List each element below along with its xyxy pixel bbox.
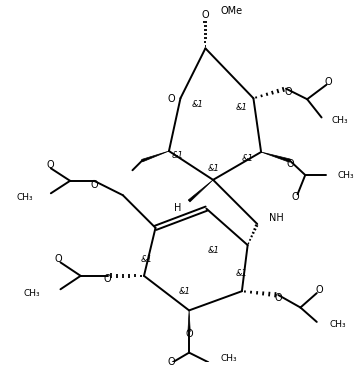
Text: &1: &1: [236, 269, 248, 278]
Polygon shape: [261, 152, 290, 162]
Text: CH₃: CH₃: [17, 193, 34, 202]
Polygon shape: [188, 180, 213, 202]
Polygon shape: [188, 310, 190, 331]
Text: &1: &1: [207, 164, 219, 173]
Polygon shape: [142, 151, 169, 162]
Text: O: O: [284, 87, 292, 97]
Text: H: H: [174, 203, 181, 213]
Text: NH: NH: [269, 213, 284, 223]
Text: CH₃: CH₃: [221, 354, 238, 363]
Text: &1: &1: [207, 246, 219, 256]
Text: O: O: [325, 77, 332, 87]
Text: O: O: [167, 94, 175, 104]
Text: O: O: [292, 192, 299, 202]
Text: O: O: [104, 274, 111, 284]
Text: O: O: [55, 254, 62, 263]
Text: CH₃: CH₃: [331, 116, 348, 125]
Text: CH₃: CH₃: [338, 170, 354, 180]
Text: &1: &1: [172, 151, 183, 160]
Text: O: O: [286, 158, 294, 169]
Text: OMe: OMe: [221, 6, 243, 16]
Text: O: O: [316, 285, 324, 295]
Text: O: O: [185, 329, 193, 339]
Text: CH₃: CH₃: [329, 320, 346, 329]
Text: O: O: [275, 293, 282, 303]
Text: O: O: [46, 160, 54, 170]
Text: O: O: [90, 180, 98, 190]
Text: &1: &1: [242, 154, 253, 163]
Text: O: O: [167, 357, 175, 367]
Text: &1: &1: [141, 255, 153, 264]
Text: &1: &1: [192, 100, 204, 109]
Text: CH₃: CH₃: [24, 289, 40, 298]
Text: &1: &1: [178, 287, 190, 296]
Text: &1: &1: [236, 103, 248, 112]
Text: O: O: [202, 10, 209, 20]
